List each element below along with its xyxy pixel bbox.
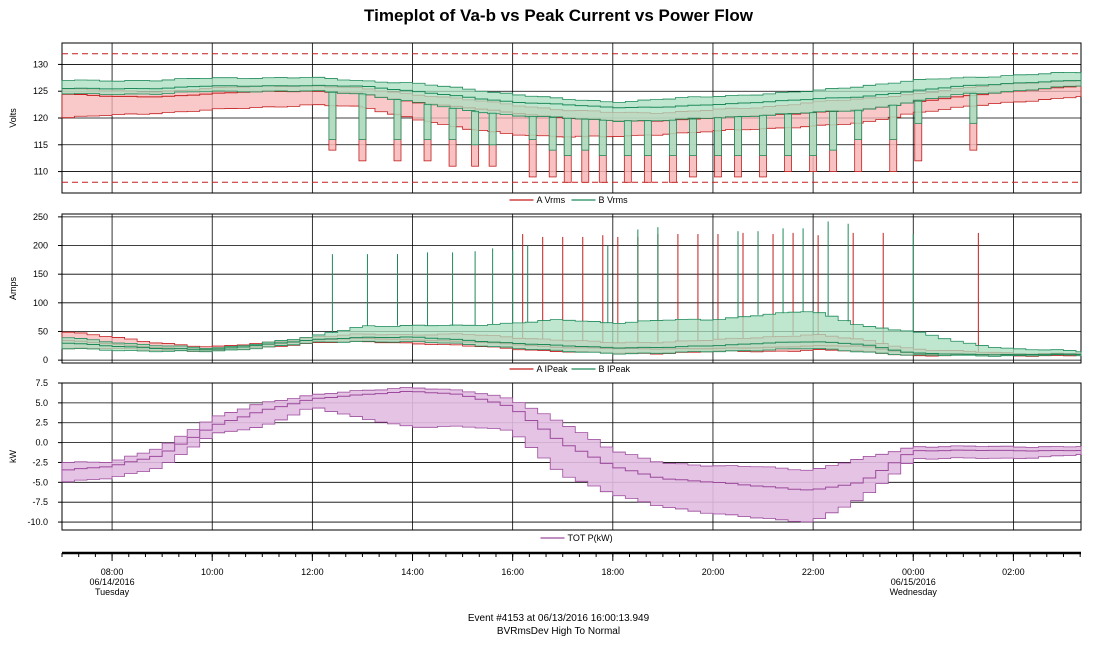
page-title: Timeplot of Va-b vs Peak Current vs Powe…: [364, 6, 753, 25]
dip-mark: [528, 115, 537, 140]
y-axis-label: kW: [8, 450, 18, 464]
y-tick-label: 125: [33, 86, 48, 96]
series-average-line: [62, 390, 1081, 491]
y-tick-label: 2.5: [35, 418, 48, 428]
time-tick-label: 20:00: [702, 567, 725, 577]
y-tick-label: 110: [34, 167, 48, 177]
dip-mark: [358, 93, 367, 140]
series-average-line: [62, 80, 1081, 109]
chart-panel-volts: 110 115 120 125 130 Volts A Vrms B Vrms: [8, 42, 1082, 205]
dip-mark: [889, 104, 898, 140]
y-tick-label: 5.0: [35, 398, 48, 408]
series-b-ipeak: [61, 221, 1082, 357]
time-tick-label: 18:00: [602, 567, 625, 577]
y-axis-label: Volts: [8, 108, 18, 128]
time-tick-label: Tuesday: [95, 587, 130, 597]
y-tick-label: 115: [34, 140, 48, 150]
legend: A IPeak B IPeak: [509, 364, 631, 374]
dip-mark: [829, 111, 838, 151]
series-b-vrms: [61, 71, 1082, 156]
dip-mark: [668, 119, 677, 156]
time-tick-label: 12:00: [301, 567, 324, 577]
dip-mark: [448, 107, 457, 140]
y-tick-label: 150: [33, 269, 48, 279]
y-tick-label: 0: [43, 355, 48, 365]
dip-mark: [734, 116, 742, 156]
legend-label: B IPeak: [599, 364, 631, 374]
dip-mark: [423, 103, 432, 140]
dip-mark: [969, 92, 978, 124]
time-tick-label: 08:00: [101, 567, 124, 577]
time-tick-label: 14:00: [401, 567, 424, 577]
time-tick-label: 06/14/2016: [90, 577, 135, 587]
y-tick-label: 0.0: [35, 438, 48, 448]
dip-mark: [471, 110, 480, 146]
dip-mark: [854, 109, 863, 140]
dip-mark: [689, 118, 697, 156]
dip-mark: [563, 117, 572, 156]
dip-mark: [548, 117, 557, 151]
y-tick-label: 200: [33, 241, 48, 251]
time-tick-label: 10:00: [201, 567, 224, 577]
dip-mark: [488, 112, 497, 146]
y-tick-label: 250: [33, 212, 48, 222]
series-average-line: [62, 336, 1081, 356]
legend-label: A Vrms: [537, 195, 566, 205]
time-tick-label: 22:00: [802, 567, 825, 577]
time-tick-label: Wednesday: [890, 587, 938, 597]
legend: A Vrms B Vrms: [509, 195, 629, 205]
event-description: BVRmsDev High To Normal: [496, 626, 621, 637]
y-tick-label: 100: [33, 298, 48, 308]
dip-mark: [784, 113, 792, 156]
dip-mark: [809, 112, 818, 156]
legend-label: TOT P(kW): [568, 533, 613, 543]
legend-label: A IPeak: [537, 364, 569, 374]
y-tick-label: 7.5: [35, 378, 48, 388]
dip-mark: [643, 120, 652, 156]
dip-mark: [714, 117, 722, 156]
y-axis-label: Amps: [8, 277, 18, 301]
dip-mark: [623, 120, 632, 156]
dip-mark: [581, 118, 590, 151]
dip-mark: [759, 114, 767, 156]
chart-panel-amps: 0 50 100 150 200 250 Amps A IPeak B IPeak: [8, 212, 1082, 374]
dip-mark: [528, 134, 537, 178]
series-envelope: [61, 311, 1082, 357]
dip-mark: [328, 91, 337, 140]
event-caption: Event #4153 at 06/13/2016 16:00:13.949: [467, 613, 650, 624]
series-envelope: [61, 387, 1082, 523]
y-tick-label: -10.0: [27, 517, 48, 527]
time-tick-label: 00:00: [902, 567, 925, 577]
time-tick-label: 02:00: [1002, 567, 1025, 577]
series-tot-p-kw-: [61, 387, 1082, 523]
y-tick-label: -2.5: [32, 457, 48, 467]
legend-label: B Vrms: [599, 195, 629, 205]
y-tick-label: 130: [33, 59, 48, 69]
y-tick-label: -7.5: [32, 497, 48, 507]
chart-panel-kw: -10.0 -7.5 -5.0 -2.5 0.0 2.5 5.0 7.5 kW TOT P(kW): [8, 378, 1082, 543]
time-tick-label: 06/15/2016: [891, 577, 936, 587]
y-tick-label: -5.0: [32, 477, 48, 487]
legend: TOT P(kW): [540, 533, 613, 543]
y-tick-label: 50: [38, 326, 48, 336]
dip-mark: [598, 119, 607, 156]
time-tick-label: 16:00: [501, 567, 524, 577]
dip-mark: [914, 100, 923, 124]
dip-mark: [393, 99, 402, 140]
y-tick-label: 120: [33, 113, 48, 123]
